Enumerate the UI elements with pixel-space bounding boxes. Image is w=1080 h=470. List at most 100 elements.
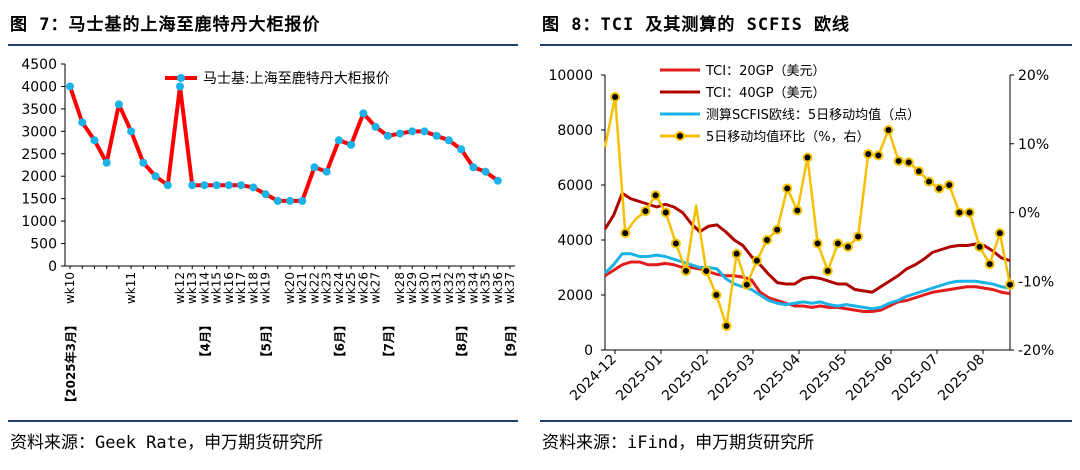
left-y-tick-label: 4000 bbox=[21, 79, 57, 95]
left-week-label: wk15 bbox=[210, 272, 224, 304]
right-legend-marker bbox=[675, 131, 685, 141]
left-data-point bbox=[408, 127, 417, 136]
left-week-label: wk28 bbox=[393, 272, 407, 304]
right-data-point bbox=[903, 157, 914, 168]
left-week-label: wk22 bbox=[307, 272, 321, 304]
left-y-tick-label: 1000 bbox=[21, 214, 57, 230]
right-data-point bbox=[964, 207, 975, 218]
right-x-tick-label: 2025-01 bbox=[613, 352, 666, 405]
right-data-point bbox=[944, 180, 955, 190]
right-data-point bbox=[792, 205, 803, 216]
right-x-tick-label: 2025-03 bbox=[705, 352, 758, 405]
left-y-tick-label: 4500 bbox=[21, 57, 57, 73]
left-week-label: wk17 bbox=[234, 272, 248, 304]
right-chart: 0 2000 4000 6000 8000 10000 -20% -10% 0% 10% 20% 20… bbox=[548, 64, 1054, 405]
right-series-line-2 bbox=[603, 252, 1011, 311]
left-month-label: 【7月】 bbox=[381, 319, 396, 363]
right-data-point bbox=[650, 190, 661, 201]
right-left-y-tick-label: 6000 bbox=[557, 178, 593, 194]
right-data-point bbox=[620, 228, 631, 239]
right-data-point bbox=[984, 259, 995, 270]
left-data-point bbox=[359, 109, 368, 118]
left-week-label: wk19 bbox=[259, 272, 273, 304]
left-week-label: wk12 bbox=[173, 272, 187, 304]
right-data-point bbox=[681, 265, 691, 276]
left-week-label: wk14 bbox=[197, 272, 211, 304]
right-legend-label: TCI：20GP（美元） bbox=[705, 64, 826, 79]
right-data-point bbox=[913, 166, 924, 177]
right-right-y-tick-label: -20% bbox=[1018, 343, 1054, 359]
right-data-point bbox=[873, 150, 884, 161]
right-series-line-1 bbox=[603, 191, 1011, 294]
left-data-point bbox=[66, 82, 74, 91]
left-data-point bbox=[481, 167, 490, 176]
left-month-label: 【8月】 bbox=[454, 319, 469, 363]
left-data-point bbox=[432, 131, 441, 140]
right-data-point bbox=[772, 224, 783, 235]
left-data-point bbox=[188, 181, 197, 190]
left-data-point bbox=[334, 136, 343, 145]
right-data-point bbox=[762, 235, 772, 245]
right-data-point bbox=[822, 265, 833, 276]
left-week-label: wk20 bbox=[283, 272, 297, 304]
left-source-text: 资料来源：Geek Rate，申万期货研究所 bbox=[10, 433, 324, 453]
left-week-label: wk10 bbox=[63, 272, 77, 304]
left-y-tick-label: 3500 bbox=[21, 102, 57, 118]
left-y-tick-label: 500 bbox=[30, 237, 57, 253]
left-week-label: wk32 bbox=[442, 272, 456, 304]
left-data-point bbox=[114, 100, 123, 109]
right-data-point bbox=[721, 320, 732, 331]
left-week-label: wk23 bbox=[320, 272, 334, 304]
left-month-label: 【6月】 bbox=[332, 319, 347, 363]
left-legend-label: 马士基:上海至鹿特丹大柜报价 bbox=[203, 70, 390, 87]
right-data-point bbox=[934, 183, 945, 194]
right-data-point bbox=[863, 149, 874, 160]
right-right-y-tick-label: -10% bbox=[1018, 274, 1054, 290]
left-data-point bbox=[200, 181, 209, 190]
left-data-point bbox=[322, 167, 331, 176]
right-right-y-tick-label: 10% bbox=[1018, 137, 1049, 153]
left-week-label: wk30 bbox=[417, 272, 431, 304]
left-data-point bbox=[224, 181, 233, 190]
left-data-point bbox=[493, 176, 502, 185]
left-week-label: wk31 bbox=[430, 272, 444, 304]
right-legend-label: 测算SCFIS欧线：5日移动均值（点） bbox=[706, 107, 920, 123]
left-week-label: wk25 bbox=[344, 272, 358, 304]
right-x-tick-label: 2025-08 bbox=[935, 352, 988, 405]
left-week-label: wk33 bbox=[454, 272, 468, 304]
left-data-point bbox=[139, 158, 148, 167]
right-left-y-tick-label: 4000 bbox=[557, 233, 593, 249]
right-right-y-tick-label: 20% bbox=[1018, 68, 1049, 84]
right-data-point bbox=[974, 241, 985, 252]
right-legend-label: TCI：40GP（美元） bbox=[705, 86, 826, 101]
left-week-label: wk18 bbox=[246, 272, 260, 304]
right-x-tick-label: 2025-02 bbox=[659, 352, 712, 405]
right-data-point bbox=[782, 183, 793, 194]
right-data-point bbox=[751, 255, 762, 266]
left-data-point bbox=[90, 136, 99, 145]
right-data-point bbox=[701, 265, 712, 276]
right-x-tick-label: 2025-04 bbox=[751, 351, 804, 404]
left-week-label: wk27 bbox=[369, 272, 383, 304]
left-y-tick-label: 1500 bbox=[21, 192, 57, 208]
right-data-point bbox=[883, 125, 894, 135]
right-data-point bbox=[812, 238, 823, 249]
right-x-tick-label: 2025-05 bbox=[797, 352, 850, 405]
left-data-point bbox=[163, 181, 172, 190]
right-data-point bbox=[660, 207, 671, 218]
right-data-point bbox=[924, 176, 934, 187]
right-left-y-tick-label: 0 bbox=[584, 343, 593, 359]
left-data-point bbox=[273, 196, 282, 205]
left-data-point bbox=[237, 181, 246, 190]
right-source-text: 资料来源：iFind，申万期货研究所 bbox=[542, 433, 815, 453]
right-data-point bbox=[832, 238, 843, 249]
left-week-label: wk36 bbox=[491, 272, 505, 304]
left-data-point bbox=[457, 145, 466, 154]
right-left-y-tick-label: 10000 bbox=[548, 68, 593, 84]
right-data-point bbox=[954, 207, 965, 218]
left-data-point bbox=[420, 127, 429, 136]
left-data-point bbox=[347, 140, 356, 149]
left-week-label: wk13 bbox=[185, 272, 199, 304]
left-series-line bbox=[68, 84, 499, 203]
right-data-point bbox=[853, 231, 864, 242]
